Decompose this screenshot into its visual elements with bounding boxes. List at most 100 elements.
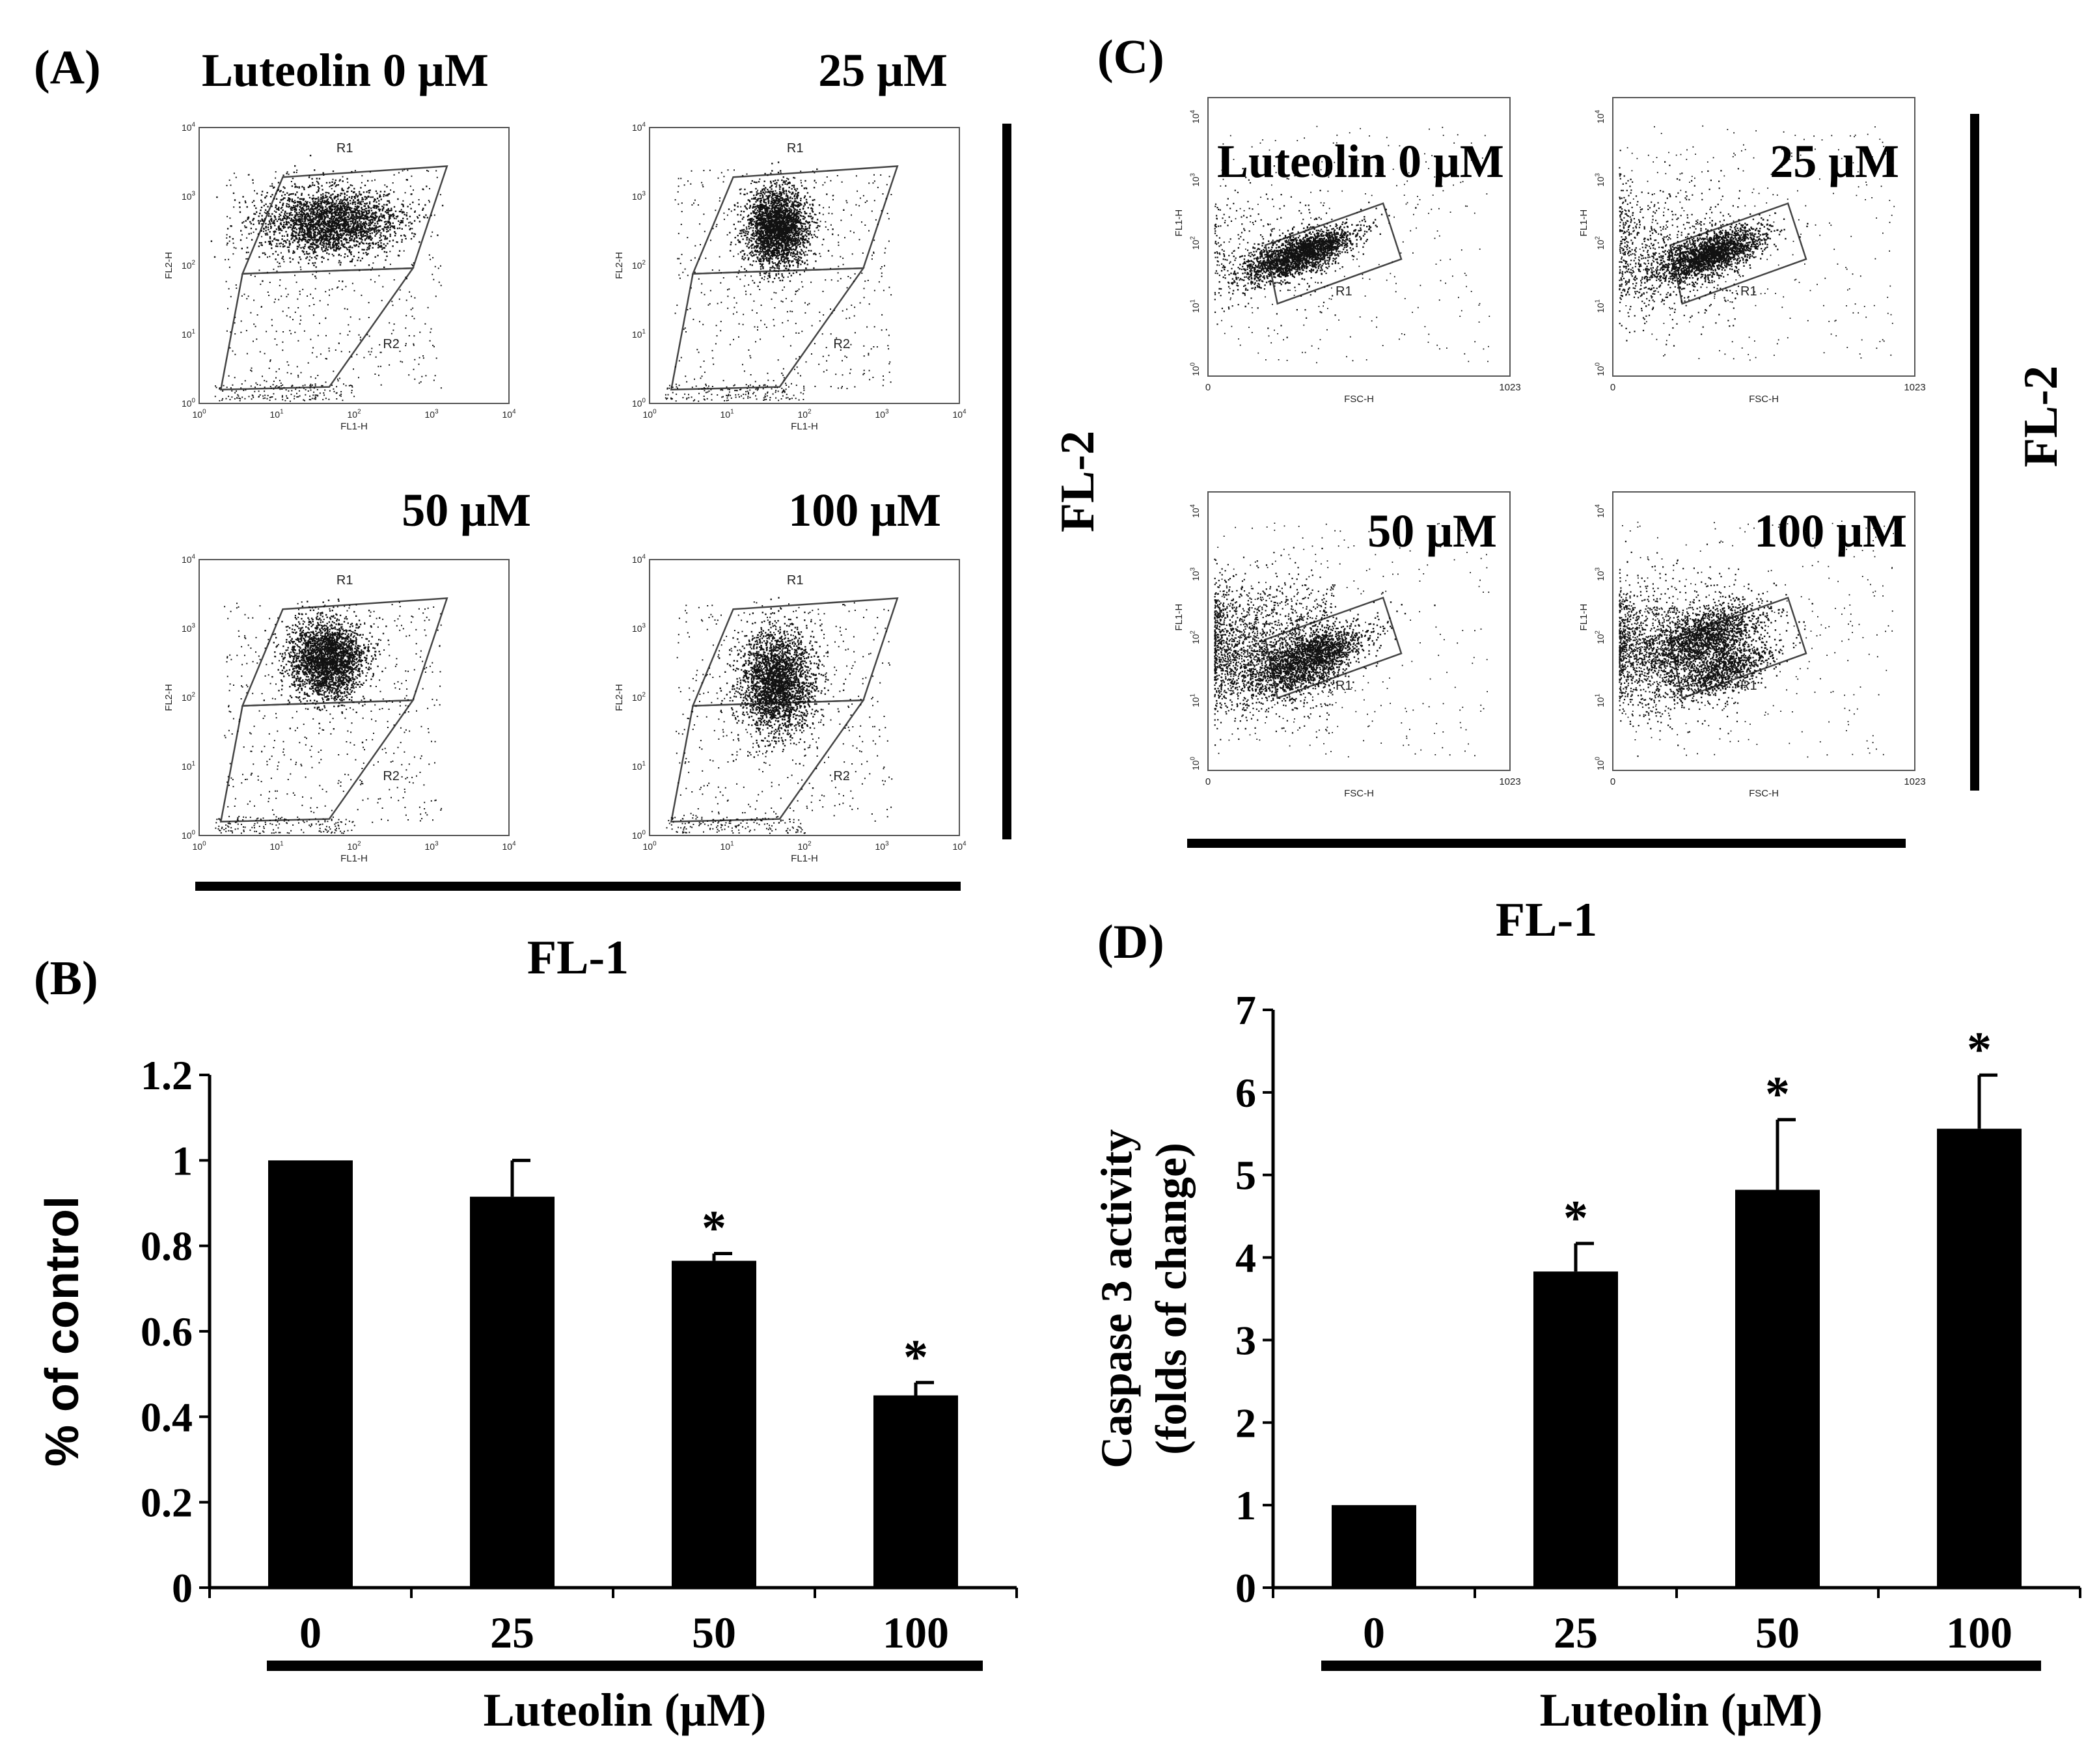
panel-c-gate-r1 bbox=[1264, 202, 1403, 305]
panel-a-event-dots bbox=[665, 161, 892, 402]
panel-a-x-tick: 102 bbox=[797, 409, 811, 420]
panel-c-x-tick: 0 bbox=[1205, 776, 1211, 787]
panel-c-y-axis-label: FL1-H bbox=[1578, 604, 1589, 631]
panel-label-b: (B) bbox=[34, 952, 98, 1005]
panel-c-y-tick: 104 bbox=[1595, 504, 1606, 518]
significance-marker: * bbox=[702, 1201, 726, 1255]
panel-a-y-axis-label: FL2-H bbox=[163, 252, 174, 279]
x-axis-title: Luteolin (μM) bbox=[484, 1684, 767, 1736]
x-group-underline bbox=[1321, 1661, 2041, 1671]
panel-a-event-dots bbox=[210, 154, 444, 402]
panel-a-gate-r2 bbox=[219, 699, 415, 823]
y-tick-label: 5 bbox=[1235, 1152, 1256, 1199]
panel-a-x-axis-label: FL1-H bbox=[340, 421, 368, 432]
panel-c-plot-frame bbox=[1612, 97, 1915, 377]
panel-a-x-tick: 100 bbox=[192, 409, 206, 420]
panel-a-y-tick: 100 bbox=[632, 830, 646, 841]
panel-c-y-tick: 103 bbox=[1190, 567, 1201, 581]
panel-a-x-tick: 103 bbox=[875, 841, 889, 852]
y-tick-label: 0.2 bbox=[141, 1480, 193, 1526]
panel-c-x-axis-label: FSC-H bbox=[1344, 788, 1374, 799]
panel-a-y-tick: 103 bbox=[632, 623, 646, 634]
y-axis-title: % of control bbox=[36, 1196, 89, 1467]
panel-c-x-tick: 0 bbox=[1205, 382, 1211, 393]
y-tick-label: 1.2 bbox=[141, 1052, 193, 1098]
panel-a-x-tick: 101 bbox=[720, 409, 734, 420]
panel-c-y-tick: 104 bbox=[1190, 504, 1201, 518]
y-axis-title: Caspase 3 activity bbox=[1091, 1129, 1141, 1468]
panel-a-y-tick: 104 bbox=[632, 554, 646, 565]
panel-c-gate-label: R1 bbox=[1336, 679, 1352, 693]
panel-a-y-tick: 101 bbox=[632, 329, 646, 340]
x-group-underline bbox=[267, 1661, 983, 1671]
panel-a-gate-label: R1 bbox=[787, 141, 804, 156]
panel-c-x-tick: 1023 bbox=[1904, 382, 1925, 393]
panel-a-gate-label: R1 bbox=[787, 573, 804, 588]
panel-c-plot-frame bbox=[1207, 491, 1511, 771]
y-tick-label: 3 bbox=[1235, 1317, 1256, 1363]
panel-c-condition-label: Luteolin 0 μM bbox=[1217, 135, 1504, 187]
panel-c-plot-frame bbox=[1207, 97, 1511, 377]
panel-c-fl1-bar bbox=[1187, 839, 1906, 848]
panel-c-y-tick: 102 bbox=[1190, 236, 1201, 250]
panel-a-y-tick: 100 bbox=[632, 398, 646, 409]
panel-a-x-tick: 101 bbox=[720, 841, 734, 852]
panel-c-y-tick: 103 bbox=[1595, 567, 1606, 581]
panel-a-y-tick: 101 bbox=[632, 761, 646, 772]
panel-c-x-axis-label: FSC-H bbox=[1749, 394, 1779, 405]
panel-a-y-axis-label: FL2-H bbox=[163, 684, 174, 711]
panel-c-y-tick: 101 bbox=[1595, 299, 1606, 313]
panel-a-x-tick: 103 bbox=[424, 841, 439, 852]
panel-c-condition-label: 50 μM bbox=[1367, 505, 1497, 557]
panel-a-event-dots bbox=[215, 598, 443, 834]
panel-label-c: (C) bbox=[1097, 31, 1164, 84]
panel-c-y-tick: 100 bbox=[1595, 362, 1606, 376]
x-tick-label: 0 bbox=[1363, 1608, 1385, 1657]
panel-a-x-tick: 102 bbox=[347, 841, 361, 852]
panel-a-y-tick: 102 bbox=[632, 260, 646, 271]
panel-a-gate-label: R2 bbox=[383, 769, 400, 783]
panel-c-y-axis-label: FL1-H bbox=[1578, 210, 1589, 237]
panel-c-x-tick: 0 bbox=[1610, 382, 1615, 393]
y-tick-label: 0.8 bbox=[141, 1223, 193, 1269]
panel-a-plot-frame bbox=[199, 559, 510, 836]
panel-c-fl1-label: FL-1 bbox=[1496, 893, 1597, 947]
panel-a-gate-label: R1 bbox=[336, 573, 353, 588]
x-axis-title: Luteolin (μM) bbox=[1540, 1684, 1823, 1736]
panel-a-plot-frame bbox=[649, 559, 960, 836]
y-tick-label: 0 bbox=[172, 1565, 193, 1611]
panel-c-x-axis-label: FSC-H bbox=[1749, 788, 1779, 799]
panel-label-d: (D) bbox=[1097, 916, 1164, 969]
panel-a-gate-r2 bbox=[219, 267, 415, 391]
panel-a-x-tick: 102 bbox=[797, 841, 811, 852]
panel-a-flow-plots: Luteolin 0 μMR1R210010010110110210210310… bbox=[163, 44, 967, 864]
panel-a-event-dots bbox=[666, 597, 893, 834]
panel-a-y-tick: 103 bbox=[632, 191, 646, 202]
panel-a-y-tick: 102 bbox=[632, 692, 646, 703]
y-tick-label: 4 bbox=[1235, 1235, 1256, 1281]
x-tick-label: 50 bbox=[692, 1608, 736, 1657]
panel-a-condition-label: 100 μM bbox=[788, 484, 941, 536]
bar bbox=[1332, 1505, 1416, 1588]
panel-c-y-tick: 102 bbox=[1595, 631, 1606, 644]
panel-c-x-axis-label: FSC-H bbox=[1344, 394, 1374, 405]
panel-c-y-tick: 101 bbox=[1595, 694, 1606, 707]
x-tick-label: 25 bbox=[1554, 1608, 1598, 1657]
bar bbox=[1533, 1271, 1618, 1588]
panel-c-fl2-bar bbox=[1970, 114, 1979, 791]
panel-a-x-tick: 103 bbox=[424, 409, 439, 420]
panel-a-gate-r2 bbox=[670, 267, 865, 391]
panel-c-event-dots bbox=[1619, 125, 1895, 361]
panel-a-fl2-bar bbox=[1002, 124, 1011, 839]
panel-c-x-tick: 0 bbox=[1610, 776, 1615, 787]
panel-c-flow-plots: Luteolin 0 μM R1 0 1023 FSC-H 100 101 102 103 104… bbox=[1173, 97, 1926, 799]
significance-marker: * bbox=[1967, 1022, 1992, 1077]
panel-a-x-tick: 100 bbox=[192, 841, 206, 852]
panel-a-y-tick: 103 bbox=[182, 191, 196, 202]
panel-a-x-tick: 104 bbox=[502, 409, 516, 420]
panel-a-y-tick: 101 bbox=[182, 329, 195, 340]
panel-a-x-axis-label: FL1-H bbox=[791, 853, 818, 864]
panel-a-x-tick: 100 bbox=[642, 841, 657, 852]
panel-a-y-axis-label: FL2-H bbox=[614, 684, 625, 711]
